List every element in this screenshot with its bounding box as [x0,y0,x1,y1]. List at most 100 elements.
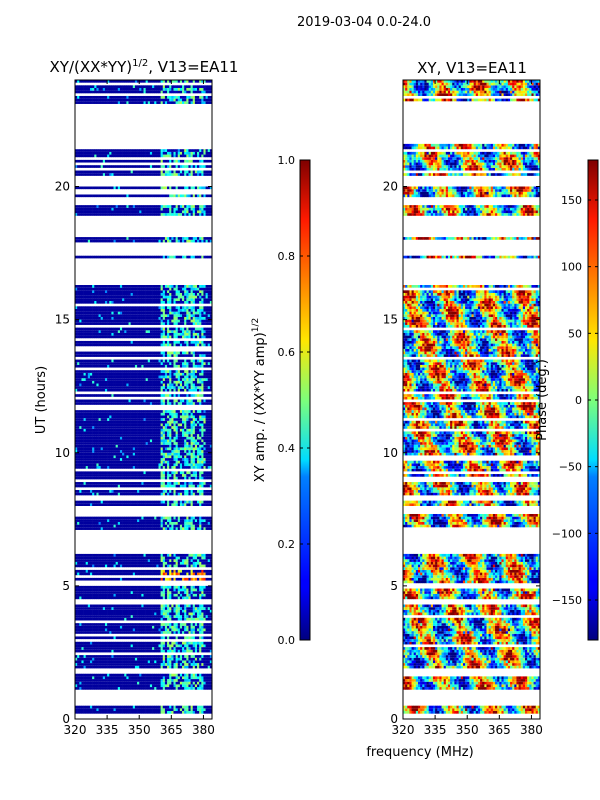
heatmap-cell [171,569,174,573]
heatmap-cell [164,458,168,461]
heatmap-cell [87,450,91,453]
heatmap-cell [203,607,206,610]
heatmap-cell [104,628,108,632]
heatmap-cell [141,516,144,520]
heatmap-cell [141,436,144,440]
heatmap-cell [145,623,149,626]
heatmap-cell [113,471,116,475]
heatmap-cell [111,503,114,506]
heatmap-cell [117,458,121,461]
heatmap-cell [188,418,191,421]
heatmap-cell [201,657,204,661]
heatmap-cell [154,631,157,634]
heatmap-cell [188,412,191,416]
heatmap-cell [137,434,140,437]
heatmap-cell [81,679,84,682]
heatmap-cell [94,676,97,680]
heatmap-cell [107,471,110,475]
heatmap-cell [162,458,166,461]
heatmap-cell [192,711,196,714]
heatmap-cell [102,617,106,621]
heatmap-cell [96,623,99,626]
heatmap-cell [201,452,204,456]
heatmap-cell [201,612,204,616]
heatmap-cell [111,617,114,621]
heatmap-cell [156,418,159,421]
heatmap-cell [190,684,194,688]
heatmap-cell [89,492,93,496]
heatmap-cell [162,631,166,634]
heatmap-cell [186,647,189,650]
heatmap-cell [89,612,93,616]
heatmap-cell [137,444,140,448]
heatmap-cell [83,452,86,456]
heatmap-cell [134,625,138,629]
heatmap-cell [124,452,127,456]
heatmap-cell [194,676,198,680]
heatmap-cell [75,559,78,562]
heatmap-cell [119,687,123,690]
heatmap-cell [119,434,123,437]
heatmap-cell [188,577,191,581]
heatmap-cell [104,527,108,530]
heatmap-cell [152,607,155,610]
heatmap-cell [87,604,91,608]
heatmap-cell [184,423,187,427]
heatmap-cell [179,623,183,626]
heatmap-cell [75,423,78,427]
heatmap-cell [192,516,196,520]
heatmap-cell [81,625,84,629]
heatmap-cell [152,500,155,504]
heatmap-cell [182,521,185,525]
heatmap-cell [201,631,204,634]
heatmap-cell [94,649,97,653]
heatmap-cell [100,559,104,562]
heatmap-cell [85,649,89,653]
heatmap-cell [107,500,110,504]
heatmap-cell [156,482,159,485]
heatmap-cell [188,556,191,560]
heatmap-cell [152,617,155,621]
heatmap-cell [94,434,97,437]
heatmap-cell [134,439,138,443]
heatmap-cell [139,521,142,525]
heatmap-cell [143,705,146,709]
heatmap-cell [194,434,198,437]
heatmap-cell [92,460,95,464]
heatmap-cell [162,516,166,520]
heatmap-cell [75,631,78,634]
heatmap-cell [199,679,202,682]
heatmap-cell [104,415,108,419]
heatmap-cell [147,458,151,461]
heatmap-cell [184,447,187,451]
heatmap-cell [188,553,191,557]
heatmap-cell [87,588,91,592]
heatmap-cell [160,466,164,469]
heatmap-cell [130,559,134,562]
heatmap-cell [164,442,168,445]
heatmap-cell [197,458,200,461]
heatmap-cell [117,442,121,445]
heatmap-cell [81,628,84,632]
heatmap-cell [194,412,198,416]
heatmap-cell [115,460,119,464]
heatmap-cell [100,423,104,427]
heatmap-cell [186,553,189,557]
heatmap-cell [126,418,129,421]
heatmap-cell [107,612,110,616]
heatmap-cell [160,687,164,690]
heatmap-cell [83,585,86,589]
heatmap-cell [156,484,159,488]
heatmap-cell [104,679,108,682]
heatmap-cell [83,681,86,685]
heatmap-cell [201,500,204,504]
heatmap-cell [167,418,170,421]
heatmap-cell [104,684,108,688]
heatmap-cell [141,623,144,626]
heatmap-cell [194,564,198,568]
heatmap-cell [177,500,181,504]
heatmap-cell [126,428,129,432]
heatmap-cell [134,623,138,626]
heatmap-cell [194,463,198,467]
heatmap-cell [113,553,116,557]
